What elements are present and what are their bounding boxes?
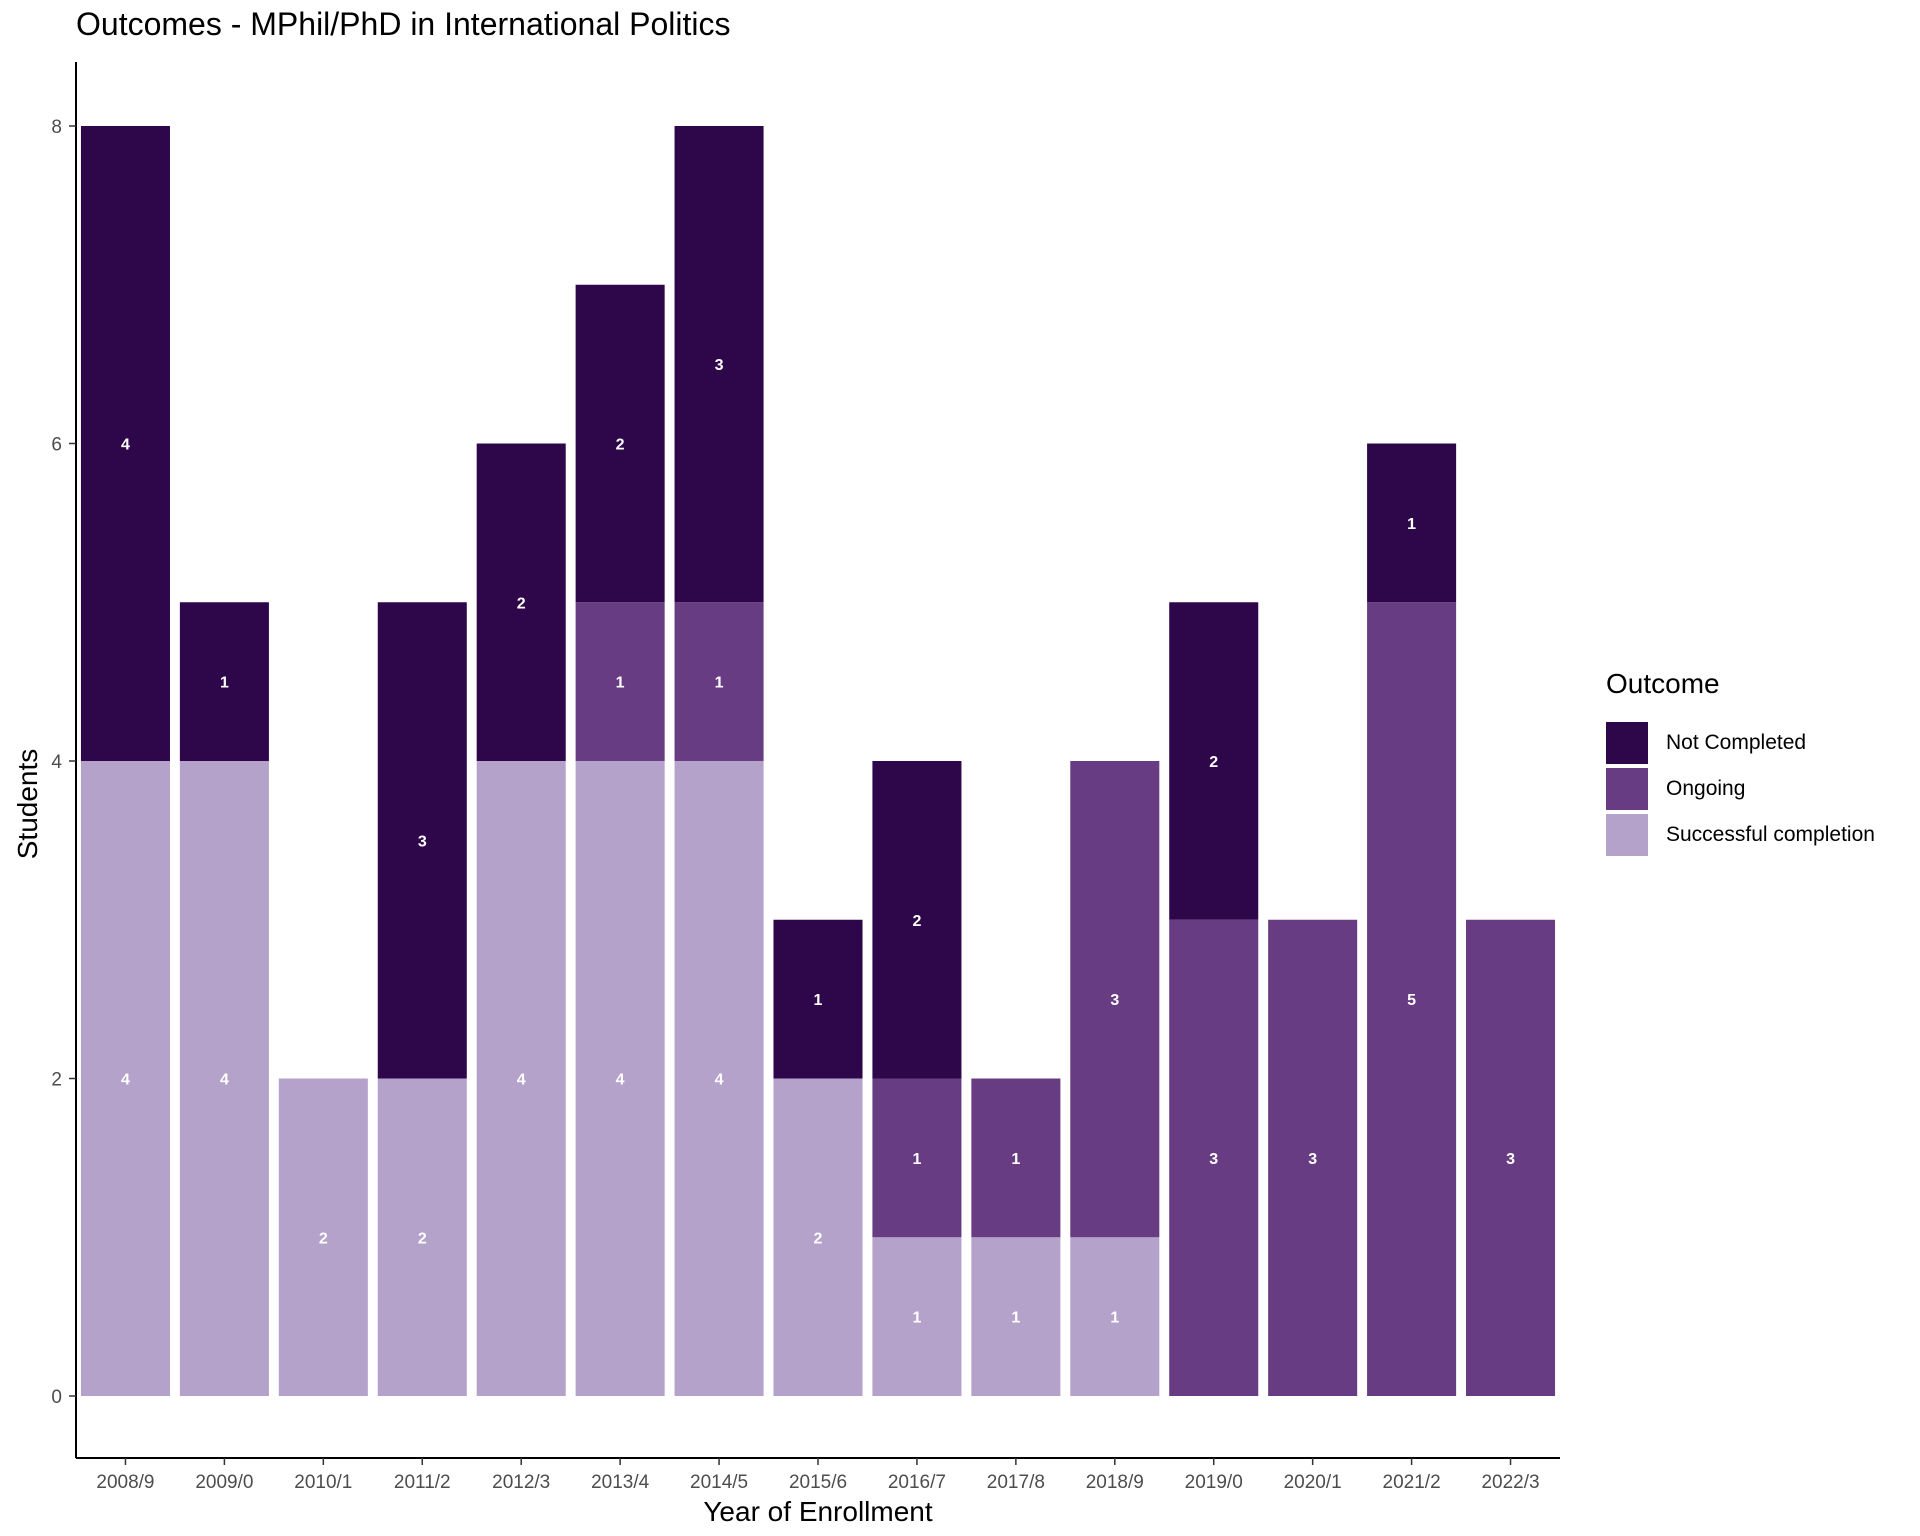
bar-segment (773, 1078, 863, 1396)
x-tick-label: 2017/8 (987, 1472, 1045, 1493)
bar-value-label: 1 (1011, 1151, 1020, 1168)
bar-value-label: 1 (616, 675, 625, 692)
y-tick-label: 0 (51, 1387, 62, 1408)
x-tick-label: 2018/9 (1086, 1472, 1144, 1493)
x-tick-label: 2022/3 (1481, 1472, 1539, 1493)
bar-value-label: 3 (1308, 1151, 1317, 1168)
x-tick-label: 2019/0 (1185, 1472, 1243, 1493)
bar-value-label: 3 (1110, 992, 1119, 1009)
bar-segment (872, 1078, 962, 1238)
x-tick-label: 2013/4 (591, 1472, 650, 1493)
legend-swatch (1606, 768, 1648, 810)
legend-item: Not Completed (1606, 720, 1875, 766)
bar-value-label: 1 (220, 675, 229, 692)
bar-value-label: 4 (121, 1072, 130, 1089)
bar-segment (1466, 919, 1556, 1396)
bar-value-label: 3 (418, 833, 427, 850)
y-tick-label: 2 (51, 1070, 62, 1091)
bar-segment (1169, 919, 1259, 1396)
bar-value-label: 2 (517, 595, 526, 612)
bar-value-label: 2 (319, 1230, 328, 1247)
legend-swatch (1606, 814, 1648, 856)
bar-segment (80, 761, 170, 1396)
y-axis-label: Students (12, 748, 43, 860)
bar-segment (674, 602, 764, 761)
bar-value-label: 1 (912, 1310, 921, 1327)
bar-segment (1268, 919, 1358, 1396)
x-tick-label: 2020/1 (1284, 1472, 1342, 1493)
x-tick-label: 2012/3 (492, 1472, 550, 1493)
bar-segment (278, 1078, 368, 1396)
bar-segment (674, 761, 764, 1396)
legend-label: Not Completed (1666, 731, 1807, 754)
bar-segment (1070, 1237, 1160, 1396)
bar-segment (1070, 761, 1160, 1238)
x-tick-label: 2015/6 (789, 1472, 847, 1493)
bar-segment (377, 1078, 467, 1396)
bar-value-label: 1 (814, 992, 823, 1009)
bar-value-label: 2 (1209, 754, 1218, 771)
bar-value-label: 5 (1407, 992, 1416, 1009)
bar-value-label: 4 (121, 437, 130, 454)
bar-segment (1169, 602, 1259, 920)
x-tick-label: 2008/9 (96, 1472, 154, 1493)
bar-value-label: 4 (715, 1072, 724, 1089)
bar-value-label: 2 (814, 1230, 823, 1247)
bar-value-label: 4 (220, 1072, 229, 1089)
bar-value-label: 1 (715, 675, 724, 692)
chart-title: Outcomes - MPhil/PhD in International Po… (76, 6, 731, 42)
bar-value-label: 3 (1506, 1151, 1515, 1168)
bar-segment (1367, 443, 1457, 603)
bar-value-label: 4 (616, 1072, 625, 1089)
bar-segment (971, 1078, 1061, 1238)
bar-value-label: 3 (1209, 1151, 1218, 1168)
bar-value-label: 2 (912, 913, 921, 930)
bar-segment (971, 1237, 1061, 1396)
x-tick-label: 2016/7 (888, 1472, 946, 1493)
legend-label: Successful completion (1666, 823, 1875, 846)
x-tick-label: 2014/5 (690, 1472, 748, 1493)
bar-segment (80, 126, 170, 761)
bar-segment (674, 126, 764, 603)
bar-segment (179, 761, 269, 1396)
bar-segment (476, 443, 566, 761)
x-tick-label: 2009/0 (195, 1472, 253, 1493)
x-tick-label: 2011/2 (394, 1472, 451, 1493)
legend-items: Not Completed Ongoing Successful completio… (1606, 720, 1875, 858)
bar-value-label: 2 (418, 1230, 427, 1247)
bar-value-label: 3 (715, 357, 724, 374)
legend-item: Ongoing (1606, 766, 1875, 812)
legend-swatch (1606, 722, 1648, 764)
bar-segment (773, 919, 863, 1079)
bar-segment (377, 602, 467, 1079)
bar-value-label: 1 (1110, 1310, 1119, 1327)
bar-segment (872, 1237, 962, 1396)
bar-segment (179, 602, 269, 761)
y-tick-label: 6 (51, 435, 62, 456)
bar-segment (872, 761, 962, 1079)
bar-value-label: 2 (616, 437, 625, 454)
x-axis-label: Year of Enrollment (703, 1496, 933, 1527)
x-tick-label: 2021/2 (1383, 1472, 1441, 1493)
bar-segment (575, 761, 665, 1396)
bar-segment (476, 761, 566, 1396)
legend-item: Successful completion (1606, 812, 1875, 858)
bar-value-label: 1 (1011, 1310, 1020, 1327)
y-tick-label: 4 (51, 752, 62, 773)
bar-value-label: 1 (912, 1151, 921, 1168)
bar-segment (575, 284, 665, 603)
x-tick-label: 2010/1 (294, 1472, 352, 1493)
legend-label: Ongoing (1666, 777, 1746, 800)
bar-segment (575, 602, 665, 761)
y-tick-label: 8 (51, 117, 62, 138)
bar-segment (1367, 602, 1457, 1396)
legend: Outcome Not Completed Ongoing Successful c… (1606, 668, 1875, 858)
bar-value-label: 1 (1407, 516, 1416, 533)
legend-title: Outcome (1606, 668, 1720, 699)
bar-value-label: 4 (517, 1072, 526, 1089)
